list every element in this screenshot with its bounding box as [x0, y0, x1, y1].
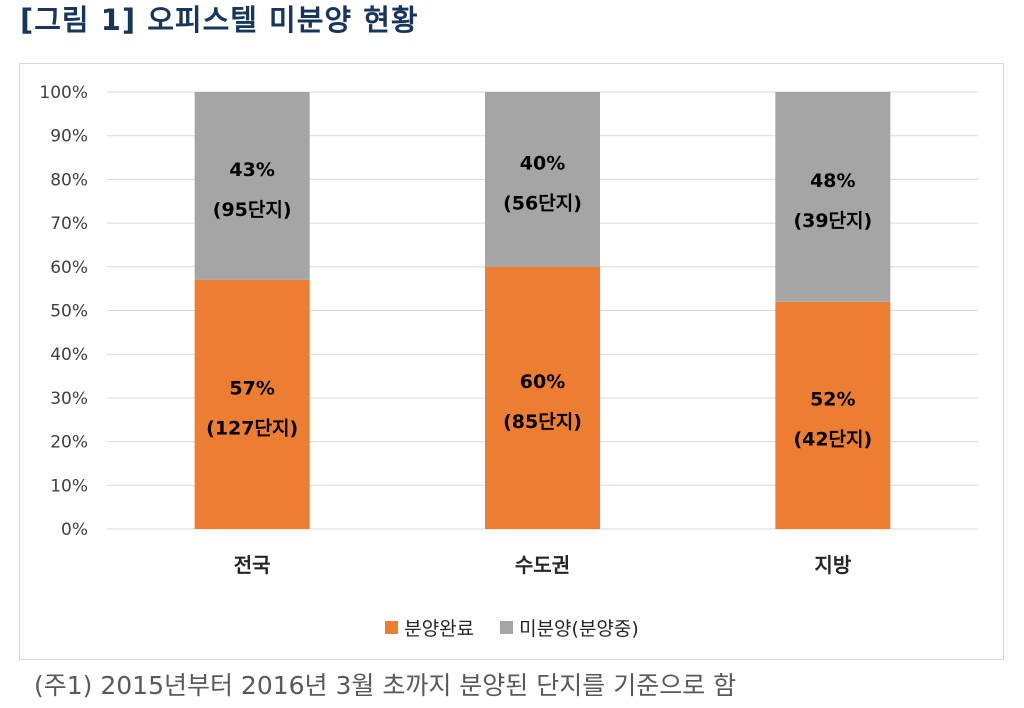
legend-label-completed: 분양완료 — [404, 618, 475, 640]
chart-frame — [19, 63, 1004, 660]
data-label: 60% — [520, 371, 565, 393]
x-category-label: 지방 — [814, 553, 851, 577]
legend-item-completed: 분양완료 — [385, 614, 474, 641]
data-label: 57% — [229, 377, 274, 399]
bar-segment-unsold — [194, 92, 310, 280]
y-tick-label: 30% — [50, 389, 88, 409]
y-tick-label: 50% — [50, 302, 88, 322]
figure-note: (주1) 2015년부터 2016년 3월 초까지 분양된 단지를 기준으로 함 — [34, 671, 737, 700]
y-tick-label: 60% — [50, 258, 88, 278]
x-category-label: 전국 — [234, 553, 271, 577]
bar-segment-unsold — [775, 92, 891, 302]
data-label: (56단지) — [503, 192, 582, 214]
legend-item-unsold: 미분양(분양중) — [500, 614, 639, 641]
data-label: (39단지) — [793, 210, 872, 232]
y-tick-label: 100% — [39, 83, 88, 103]
data-label: 40% — [520, 152, 565, 174]
legend-label-unsold: 미분양(분양중) — [519, 618, 639, 640]
data-label: 48% — [810, 170, 855, 192]
y-tick-label: 70% — [50, 214, 88, 234]
data-label: (95단지) — [213, 199, 292, 221]
bar-segment-completed — [194, 279, 310, 529]
bar-segment-unsold — [485, 92, 600, 267]
y-tick-label: 10% — [50, 476, 88, 496]
x-category-label: 수도권 — [515, 553, 570, 577]
data-label: 52% — [810, 388, 855, 410]
y-tick-label: 20% — [50, 433, 88, 453]
legend-swatch-completed — [385, 621, 399, 634]
y-tick-label: 0% — [61, 520, 88, 540]
y-tick-label: 90% — [50, 127, 88, 147]
y-tick-label: 80% — [50, 170, 88, 190]
data-label: (127단지) — [206, 417, 298, 439]
y-tick-label: 40% — [50, 345, 88, 365]
legend-swatch-unsold — [500, 621, 514, 634]
data-label: 43% — [229, 159, 274, 181]
data-label: (42단지) — [793, 428, 872, 450]
data-label: (85단지) — [503, 411, 582, 433]
bar-segment-completed — [775, 301, 891, 529]
chart-legend: 분양완료 미분양(분양중) — [0, 614, 1024, 641]
figure-title: [그림 1] 오피스텔 미분양 현황 — [20, 3, 419, 37]
bar-segment-completed — [485, 266, 600, 529]
